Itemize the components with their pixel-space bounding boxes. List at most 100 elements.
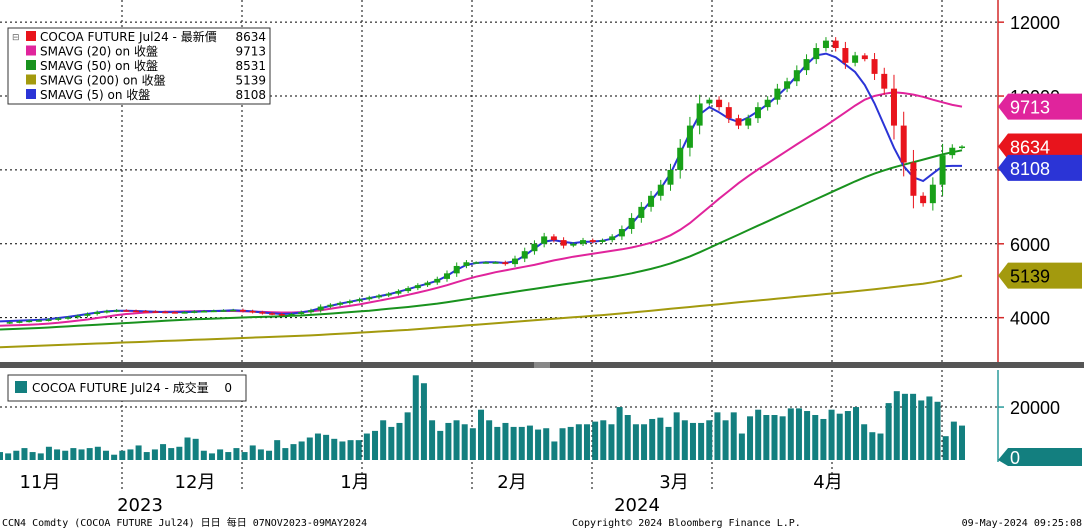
month-label: 12月 bbox=[175, 472, 216, 493]
series-line-smavg50 bbox=[0, 149, 963, 331]
volume-bar bbox=[861, 424, 868, 460]
candle-body bbox=[6, 322, 13, 324]
panel-separator-handle[interactable] bbox=[534, 362, 550, 368]
volume-bar bbox=[233, 448, 240, 460]
volume-last-value-tags: 0 bbox=[998, 448, 1082, 468]
candle-body bbox=[65, 317, 72, 319]
volume-bar bbox=[804, 411, 811, 460]
candle-body bbox=[842, 48, 849, 63]
candle-body bbox=[453, 265, 460, 274]
footer-left: CCN4 Comdty (COCOA FUTURE Jul24) 日日 每日 0… bbox=[2, 516, 367, 529]
candle-body bbox=[162, 311, 169, 314]
candle-body bbox=[910, 162, 917, 196]
volume-bar bbox=[192, 438, 199, 460]
volume-last-value-tag: 0 bbox=[998, 448, 1082, 468]
candle-body bbox=[463, 262, 470, 266]
candle-body bbox=[492, 262, 499, 264]
volume-bar bbox=[600, 420, 607, 460]
candle-body bbox=[434, 278, 441, 283]
candle-body bbox=[822, 40, 829, 49]
volume-bars bbox=[0, 375, 965, 460]
volume-bar bbox=[535, 429, 542, 460]
candle-body bbox=[356, 299, 363, 302]
candle-body bbox=[599, 240, 606, 242]
candle-body bbox=[803, 59, 810, 71]
volume-bar bbox=[37, 453, 44, 460]
candle-body bbox=[74, 315, 81, 318]
volume-bar bbox=[885, 403, 892, 460]
volume-bar bbox=[0, 452, 3, 460]
candle-body bbox=[512, 258, 519, 265]
volume-bar bbox=[298, 441, 305, 460]
legend-label: SMAVG (50) on 收盤 bbox=[40, 59, 158, 73]
month-label: 3月 bbox=[659, 472, 688, 493]
y-tick-label: 4000 bbox=[1010, 309, 1050, 329]
volume-bar bbox=[160, 444, 167, 460]
volume-bar bbox=[21, 448, 28, 460]
volume-bar bbox=[184, 437, 191, 460]
volume-bar bbox=[266, 450, 273, 460]
candle-body bbox=[686, 125, 693, 148]
volume-bar bbox=[844, 411, 851, 460]
volume-bar bbox=[779, 416, 786, 460]
series-line-smavg5 bbox=[0, 52, 962, 323]
legend-value: 8108 bbox=[235, 88, 266, 102]
candle-body bbox=[278, 313, 285, 316]
candle-body bbox=[473, 262, 480, 264]
legend-value: 9713 bbox=[235, 45, 266, 59]
volume-bar bbox=[274, 440, 281, 460]
volume-bar bbox=[54, 449, 61, 460]
volume-bar bbox=[363, 433, 370, 460]
last-value-tag-shape bbox=[998, 133, 1082, 160]
candle-body bbox=[677, 147, 684, 170]
last-value-tag: 8634 bbox=[998, 133, 1082, 160]
candle-body bbox=[861, 55, 868, 60]
volume-bar bbox=[934, 401, 941, 460]
candle-body bbox=[133, 310, 140, 313]
legend-swatch bbox=[26, 45, 36, 56]
volume-bar bbox=[551, 441, 558, 460]
candle-body bbox=[929, 184, 936, 204]
volume-bar bbox=[331, 438, 338, 460]
legend-swatch bbox=[26, 60, 36, 70]
year-label: 2024 bbox=[614, 495, 660, 516]
last-value-tag: 5139 bbox=[998, 262, 1082, 289]
volume-bar bbox=[853, 407, 860, 460]
candle-body bbox=[648, 195, 655, 207]
volume-bar bbox=[119, 450, 126, 460]
candle-body bbox=[239, 309, 246, 312]
volume-bar bbox=[249, 445, 256, 460]
price-legend-box bbox=[7, 27, 271, 105]
legend-label: SMAVG (20) on 收盤 bbox=[40, 45, 158, 59]
volume-bar bbox=[730, 412, 737, 460]
volume-bar bbox=[45, 446, 52, 460]
candle-body bbox=[171, 312, 178, 314]
volume-bar bbox=[812, 415, 819, 460]
month-label: 11月 bbox=[20, 472, 61, 493]
volume-bar bbox=[926, 396, 933, 460]
candle-body bbox=[35, 320, 42, 322]
volume-bar bbox=[950, 421, 957, 460]
last-value-tag-label: 8634 bbox=[1010, 137, 1050, 157]
candle-body bbox=[249, 311, 256, 313]
volume-bar bbox=[771, 415, 778, 460]
legend-collapse-icon[interactable]: ⊟ bbox=[12, 33, 20, 43]
candle-body bbox=[346, 301, 353, 303]
volume-bar bbox=[372, 430, 379, 460]
candle-body bbox=[813, 48, 820, 60]
volume-bar bbox=[461, 424, 468, 460]
volume-bar bbox=[102, 450, 109, 460]
volume-bar bbox=[437, 430, 444, 460]
candle-body bbox=[366, 297, 373, 300]
volume-bar bbox=[910, 393, 917, 460]
series-line-smavg20 bbox=[0, 91, 963, 327]
volume-bar bbox=[901, 393, 908, 460]
last-value-tag-label: 9713 bbox=[1010, 98, 1050, 118]
volume-bar bbox=[200, 450, 207, 460]
candle-body bbox=[531, 243, 538, 252]
candle-body bbox=[191, 311, 198, 313]
legend-entry: SMAVG (20) on 收盤 9713 bbox=[26, 45, 266, 59]
